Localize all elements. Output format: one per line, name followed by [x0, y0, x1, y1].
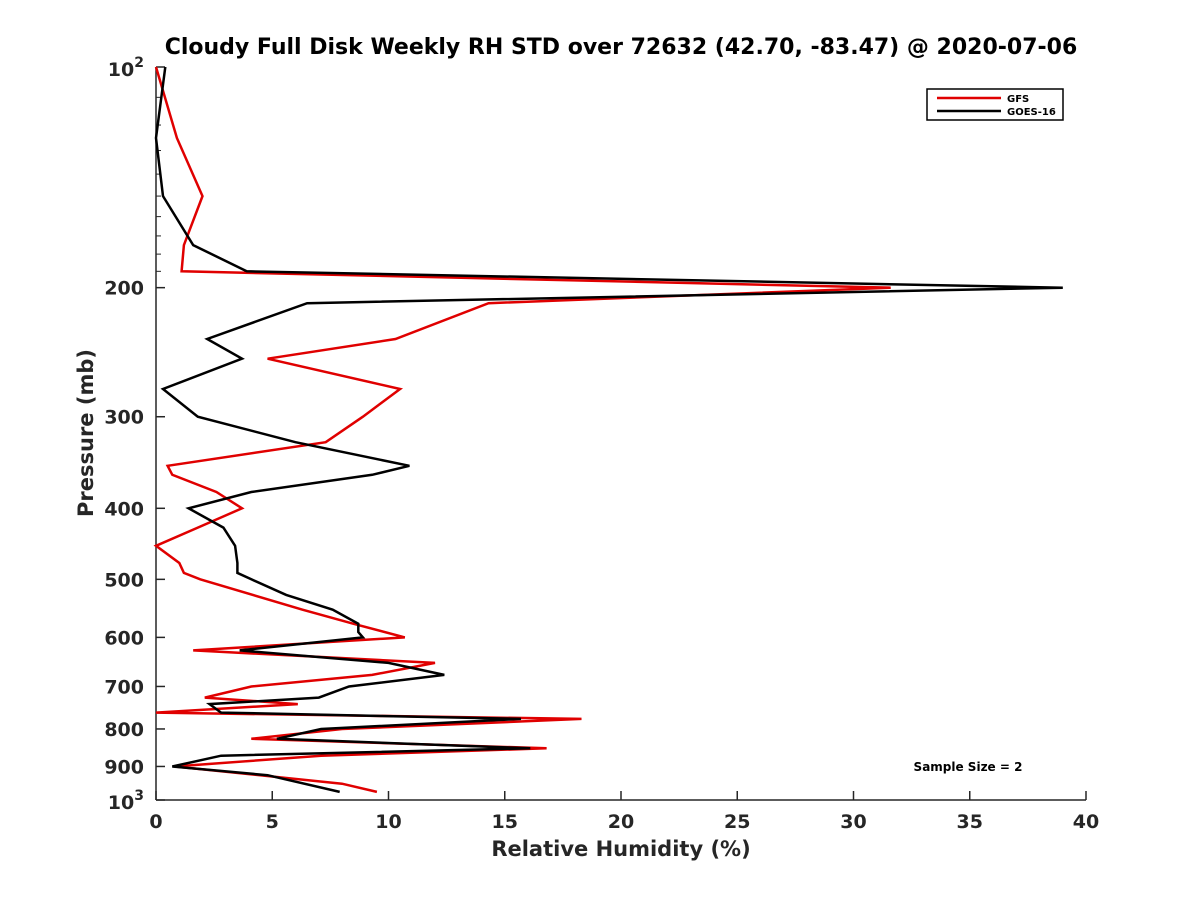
y-tick-label: 900 [104, 756, 144, 778]
x-tick-label: 35 [957, 811, 983, 833]
sample-size-annotation: Sample Size = 2 [914, 760, 1023, 774]
y-tick-label: 700 [104, 676, 144, 698]
x-tick-label: 30 [840, 811, 866, 833]
chart-title: Cloudy Full Disk Weekly RH STD over 7263… [165, 35, 1078, 60]
series-line-gfs [153, 66, 891, 794]
x-tick-label: 25 [724, 811, 750, 833]
y-tick-label: 300 [104, 407, 144, 429]
x-tick-label: 0 [149, 811, 162, 833]
y-tick-label: 800 [104, 719, 144, 741]
legend-label-goes-16: GOES-16 [1007, 107, 1056, 118]
series-line-goes-16 [154, 66, 1063, 794]
y-tick-label: 500 [104, 569, 144, 591]
y-tick-label: 102 [108, 55, 144, 81]
plot-area: 0 5 10 15 20 25 30 35 40 102 200 300 400 500 600 700 800… [104, 55, 1099, 833]
x-tick-label: 10 [375, 811, 401, 833]
x-tick-label: 5 [266, 811, 279, 833]
y-tick-label: 200 [104, 278, 144, 300]
x-tick-label: 40 [1073, 811, 1099, 833]
x-tick-label: 15 [492, 811, 518, 833]
legend-box [926, 88, 1064, 121]
legend-label-gfs: GFS [1007, 94, 1029, 105]
y-tick-label: 600 [104, 627, 144, 649]
y-tick-label: 400 [104, 498, 144, 520]
x-axis-label: Relative Humidity (%) [491, 837, 750, 861]
legend: GFS GOES-16 [926, 88, 1064, 121]
x-tick-label: 20 [608, 811, 634, 833]
y-axis-label: Pressure (mb) [74, 349, 98, 517]
y-tick-label: 103 [108, 788, 144, 814]
